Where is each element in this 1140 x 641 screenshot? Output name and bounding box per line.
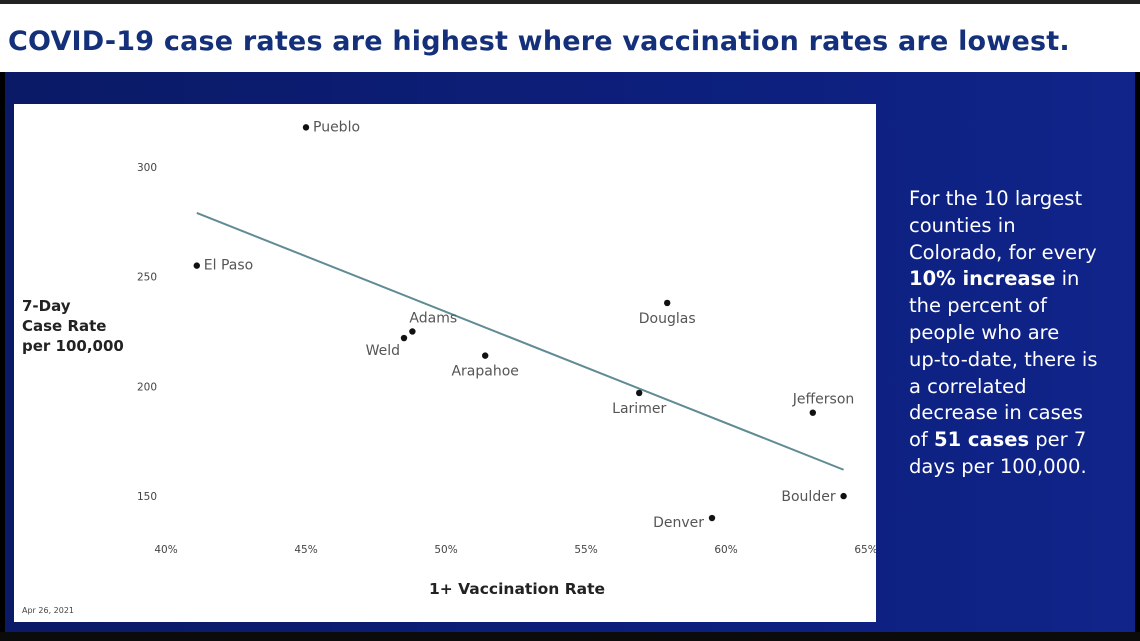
note-line: counties in xyxy=(909,213,1016,237)
data-point xyxy=(400,334,408,342)
slide-title: COVID-19 case rates are highest where va… xyxy=(8,26,1070,57)
bottom-edge xyxy=(0,632,1140,641)
note-line: a correlated xyxy=(909,374,1027,398)
point-label: Boulder xyxy=(781,489,835,505)
point-label: Jefferson xyxy=(792,392,855,408)
title-bar: COVID-19 case rates are highest where va… xyxy=(0,0,1140,72)
y-tick-label: 200 xyxy=(137,381,157,393)
trend-line xyxy=(196,212,844,471)
note-line: Colorado, for every xyxy=(909,240,1097,264)
x-axis-title: 1+ Vaccination Rate xyxy=(429,580,605,598)
point-label: Denver xyxy=(653,515,704,531)
chart-card: 40% 45% 50% 55% 60% 65% 150 200 250 300 Pueblo El P… xyxy=(14,104,876,622)
summary-note: For the 10 largest counties in Colorado,… xyxy=(909,186,1135,481)
x-tick-label: 45% xyxy=(294,544,317,556)
note-highlight: 10% increase xyxy=(909,267,1056,291)
data-point xyxy=(193,262,200,269)
note-line: For the 10 largest xyxy=(909,187,1083,210)
x-tick-label: 40% xyxy=(154,544,177,556)
point-label: Larimer xyxy=(612,401,666,417)
note-highlight: 51 cases xyxy=(934,428,1030,452)
point-label: Adams xyxy=(409,310,457,326)
point-label: Weld xyxy=(366,343,400,359)
note-line: of xyxy=(909,428,934,452)
data-point xyxy=(409,328,416,335)
note-line: days per 100,000. xyxy=(909,454,1087,478)
point-label: El Paso xyxy=(204,258,253,274)
scatter-chart: 40% 45% 50% 55% 60% 65% 150 200 250 300 Pueblo El P… xyxy=(22,119,876,615)
data-point xyxy=(708,514,716,522)
y-tick-label: 150 xyxy=(137,491,157,503)
note-line: up-to-date, there is xyxy=(909,347,1098,371)
note-line: per 7 xyxy=(1029,428,1087,452)
note-line: the percent of xyxy=(909,294,1047,318)
point-label: Douglas xyxy=(639,311,696,327)
note-line: people who are xyxy=(909,320,1060,344)
x-tick-label: 55% xyxy=(574,544,597,556)
x-tick-label: 65% xyxy=(854,544,876,556)
note-line: in xyxy=(1055,267,1080,291)
top-edge xyxy=(0,0,1140,4)
y-tick-label: 300 xyxy=(137,162,157,174)
data-point xyxy=(482,352,489,359)
y-axis-title: Case Rate xyxy=(22,317,106,335)
y-axis-title: per 100,000 xyxy=(22,337,124,355)
data-point xyxy=(636,389,643,397)
point-label: Arapahoe xyxy=(451,364,518,380)
y-axis-title: 7-Day xyxy=(22,297,71,315)
data-point xyxy=(302,124,310,131)
note-line: decrease in cases xyxy=(909,401,1083,425)
date-stamp: Apr 26, 2021 xyxy=(22,606,74,615)
point-label: Pueblo xyxy=(313,119,360,135)
data-point xyxy=(840,492,847,500)
x-tick-label: 50% xyxy=(434,544,457,556)
y-tick-label: 250 xyxy=(137,272,157,284)
x-tick-label: 60% xyxy=(714,544,737,556)
data-point xyxy=(664,299,671,307)
data-point xyxy=(809,409,816,416)
